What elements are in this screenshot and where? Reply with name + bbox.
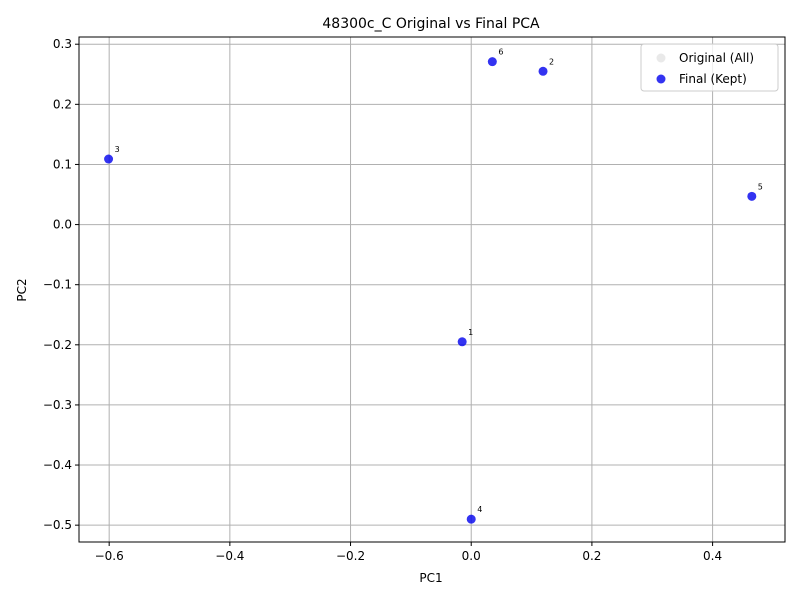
point-label: 6 (498, 48, 503, 57)
y-tick-label: 0.0 (53, 218, 72, 232)
point-label: 4 (477, 505, 482, 514)
data-point (466, 514, 476, 524)
x-tick-label: −0.2 (336, 549, 365, 563)
y-tick-label: −0.4 (43, 458, 72, 472)
y-tick-label: 0.2 (53, 97, 72, 111)
legend-label: Original (All) (679, 51, 754, 65)
data-point (538, 66, 548, 76)
point-label: 1 (468, 328, 473, 337)
y-tick-label: −0.3 (43, 398, 72, 412)
y-tick-label: 0.3 (53, 37, 72, 51)
legend-label: Final (Kept) (679, 72, 747, 86)
plot-area: −0.6 −0.4 −0.2 0.0 0.2 0.4 −0.5 −0.4 −0.3 −0.2 −0.… (43, 36, 786, 563)
x-tick-label: 0.0 (462, 549, 481, 563)
chart-title: 48300c_C Original vs Final PCA (322, 16, 540, 32)
x-tick-label: 0.4 (703, 549, 722, 563)
data-point (747, 191, 757, 201)
x-axis-label: PC1 (419, 571, 442, 585)
y-tick-label: 0.1 (53, 157, 72, 171)
legend-marker (656, 53, 666, 63)
x-tick-label: −0.6 (95, 549, 124, 563)
y-tick-label: −0.2 (43, 338, 72, 352)
point-label: 2 (549, 57, 554, 66)
legend-marker (656, 74, 666, 84)
data-point (487, 57, 497, 67)
x-tick-label: −0.4 (215, 549, 244, 563)
x-tick-label: 0.2 (582, 549, 601, 563)
y-axis-label: PC2 (15, 278, 29, 301)
data-point (457, 337, 467, 347)
y-tick-label: −0.1 (43, 278, 72, 292)
point-label: 5 (758, 182, 763, 191)
y-tick-label: −0.5 (43, 518, 72, 532)
legend-box (640, 43, 779, 92)
data-point (104, 154, 114, 164)
axes-frame (78, 36, 786, 543)
point-label: 3 (115, 145, 120, 154)
